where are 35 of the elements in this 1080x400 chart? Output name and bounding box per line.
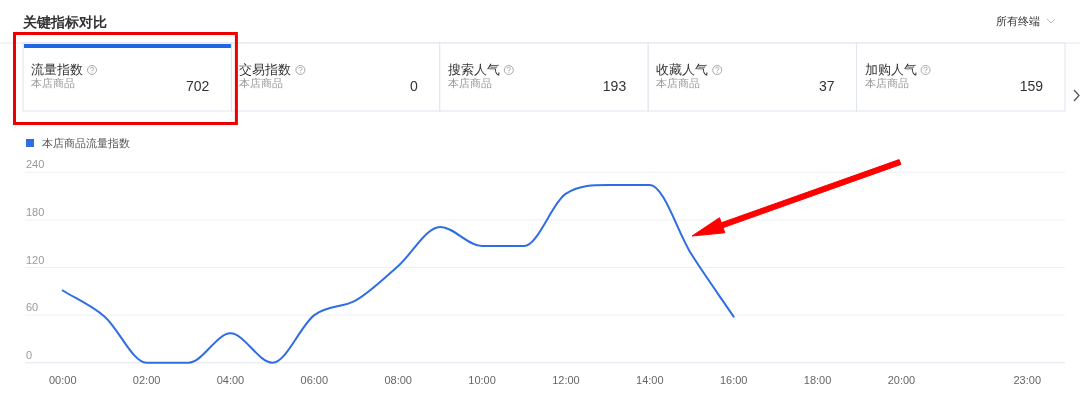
data-label: 702 <box>186 78 210 94</box>
data-label: 0 <box>410 78 418 94</box>
x-tick-label: 10:00 <box>468 374 496 386</box>
x-tick-label: 14:00 <box>636 374 664 386</box>
text: 本店商品 <box>31 77 75 89</box>
legend-label: 本店商品流量指数 <box>42 137 130 149</box>
text: 收藏人气 <box>656 62 709 77</box>
text: 本店商品 <box>447 77 492 89</box>
data-label: 193 <box>602 78 627 94</box>
text: 交易指数 <box>239 62 292 77</box>
x-tick-label: 20:00 <box>887 374 916 386</box>
text: 本店商品 <box>864 77 909 89</box>
y-tick-label: 120 <box>26 253 45 266</box>
x-tick-label: 00:00 <box>48 374 77 386</box>
x-tick-label: 18:00 <box>803 374 832 386</box>
text: 加购人气 <box>864 62 917 77</box>
text: 流量指数 <box>31 62 83 77</box>
text: 所有终端 <box>996 15 1040 27</box>
y-tick-label: 240 <box>26 158 45 171</box>
x-tick-label: 08:00 <box>384 374 412 386</box>
x-tick-label: 23:00 <box>1013 374 1042 386</box>
y-tick-label: 0 <box>26 348 33 361</box>
text: 本店商品 <box>239 77 284 89</box>
text: 本店商品 <box>656 77 701 89</box>
x-tick-label: 16:00 <box>719 374 748 386</box>
x-tick-label: 06:00 <box>300 374 329 386</box>
x-tick-label: 02:00 <box>132 374 161 386</box>
y-tick-label: 180 <box>26 205 45 218</box>
text: 搜索人气 <box>447 62 500 77</box>
x-tick-label: 04:00 <box>216 374 245 386</box>
y-tick-label: 60 <box>26 301 39 314</box>
data-label: 37 <box>819 78 835 94</box>
x-tick-label: 12:00 <box>552 374 580 386</box>
text: 关键指标对比 <box>22 14 107 30</box>
data-label: 159 <box>1019 78 1044 94</box>
